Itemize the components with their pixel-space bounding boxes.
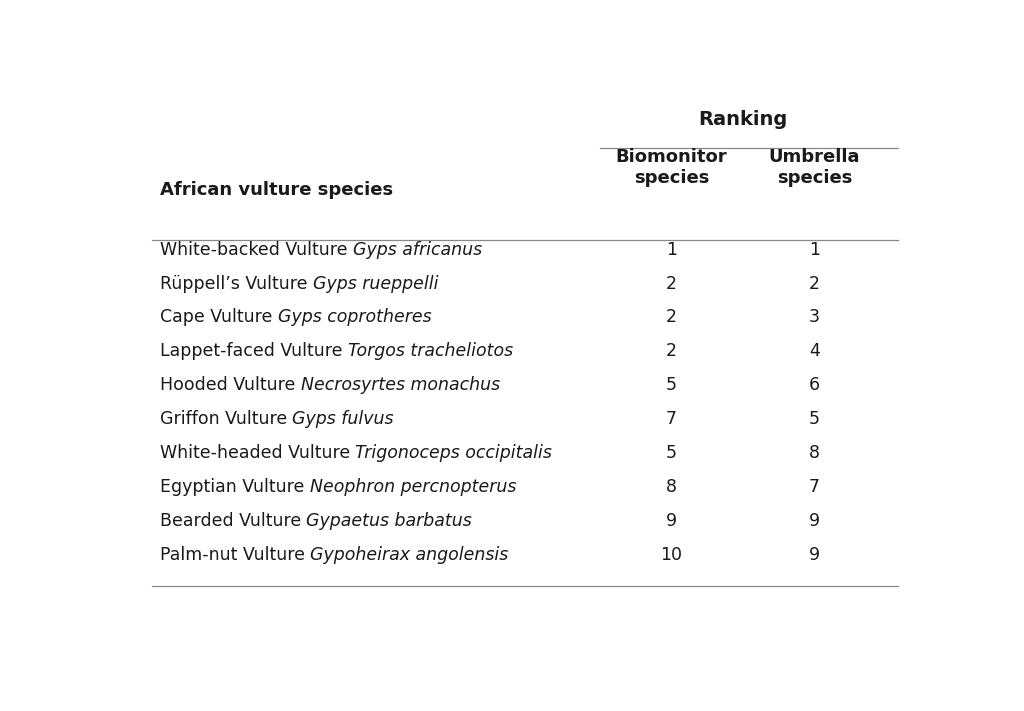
Text: Griffon Vulture: Griffon Vulture: [160, 410, 293, 428]
Text: Rüppell’s Vulture: Rüppell’s Vulture: [160, 274, 312, 292]
Text: Gyps rueppelli: Gyps rueppelli: [312, 274, 438, 292]
Text: Umbrella
species: Umbrella species: [769, 149, 860, 187]
Text: Gyps africanus: Gyps africanus: [352, 240, 482, 259]
Text: 2: 2: [667, 309, 677, 326]
Text: 8: 8: [809, 444, 820, 462]
Text: Lappet-faced Vulture: Lappet-faced Vulture: [160, 343, 348, 360]
Text: Gyps fulvus: Gyps fulvus: [293, 410, 394, 428]
Text: Neophron percnopterus: Neophron percnopterus: [309, 479, 516, 496]
Text: 2: 2: [809, 274, 820, 292]
Text: Ranking: Ranking: [698, 110, 787, 129]
Text: 1: 1: [809, 240, 820, 259]
Text: Torgos tracheliotos: Torgos tracheliotos: [348, 343, 513, 360]
Text: 4: 4: [809, 343, 820, 360]
Text: 5: 5: [667, 444, 677, 462]
Text: 3: 3: [809, 309, 820, 326]
Text: Biomonitor
species: Biomonitor species: [615, 149, 727, 187]
Text: 10: 10: [660, 546, 683, 564]
Text: Gypaetus barbatus: Gypaetus barbatus: [306, 512, 472, 530]
Text: Hooded Vulture: Hooded Vulture: [160, 376, 301, 395]
Text: Gyps coprotheres: Gyps coprotheres: [278, 309, 431, 326]
Text: 7: 7: [667, 410, 677, 428]
Text: 9: 9: [809, 546, 820, 564]
Text: 5: 5: [809, 410, 820, 428]
Text: Palm-nut Vulture: Palm-nut Vulture: [160, 546, 310, 564]
Text: Bearded Vulture: Bearded Vulture: [160, 512, 306, 530]
Text: 9: 9: [809, 512, 820, 530]
Text: Gypoheirax angolensis: Gypoheirax angolensis: [310, 546, 509, 564]
Text: African vulture species: African vulture species: [160, 181, 393, 199]
Text: 2: 2: [667, 274, 677, 292]
Text: 6: 6: [809, 376, 820, 395]
Text: 5: 5: [667, 376, 677, 395]
Text: 7: 7: [809, 479, 820, 496]
Text: Necrosyrtes monachus: Necrosyrtes monachus: [301, 376, 500, 395]
Text: Trigonoceps occipitalis: Trigonoceps occipitalis: [355, 444, 552, 462]
Text: Egyptian Vulture: Egyptian Vulture: [160, 479, 309, 496]
Text: 2: 2: [667, 343, 677, 360]
Text: White-headed Vulture: White-headed Vulture: [160, 444, 355, 462]
Text: 1: 1: [667, 240, 677, 259]
Text: Cape Vulture: Cape Vulture: [160, 309, 278, 326]
Text: White-backed Vulture: White-backed Vulture: [160, 240, 352, 259]
Text: 8: 8: [667, 479, 677, 496]
Text: 9: 9: [666, 512, 677, 530]
